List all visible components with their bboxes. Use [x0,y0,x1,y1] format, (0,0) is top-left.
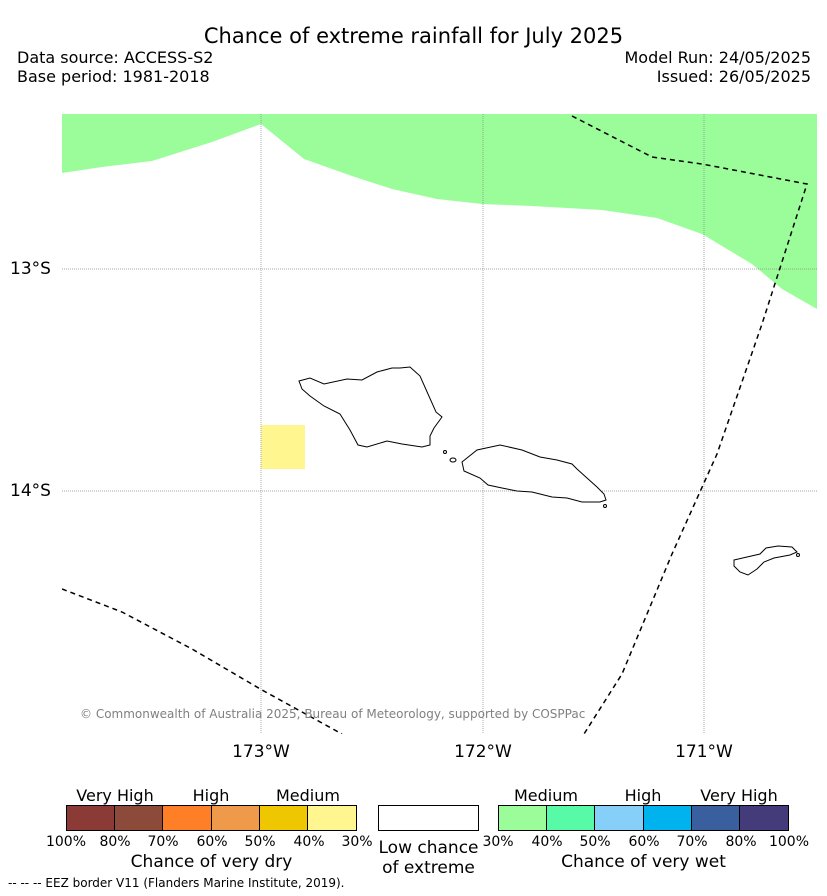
wet-swatch-2 [547,806,596,830]
wet-tick-60: 60% [628,834,660,850]
dry-colorbar [66,805,357,831]
dry-tick-40: 40% [293,834,325,850]
dry-swatch-4 [211,806,260,830]
neutral-title-line2: of extreme [382,858,475,878]
dry-tick-100: 100% [45,834,87,850]
lat-label-13s: 13°S [10,259,51,279]
source-info: Data source: ACCESS-S2 Base period: 1981… [17,48,213,86]
tutuila-island [733,545,798,576]
base-period-text: Base period: 1981-2018 [17,67,210,86]
dry-tick-70: 70% [147,834,179,850]
dry-swatch-2 [115,806,164,830]
wet-cat-high: High [624,786,662,805]
wet-swatch-3 [595,806,644,830]
wet-swatch-1 [499,806,548,830]
lon-label-173w: 173°W [232,742,290,762]
neutral-legend-title: Low chance of extreme [363,838,494,878]
wet-tick-100: 100% [768,834,810,850]
neutral-swatch [378,805,479,831]
wet-legend-title: Chance of very wet [561,852,726,872]
apolima-islet [449,457,457,463]
wet-tick-80: 80% [725,834,757,850]
dry-tick-60: 60% [196,834,228,850]
issued-text: Issued: 26/05/2025 [656,67,811,86]
lat-label-14s: 14°S [10,481,51,501]
wet-cat-medium: Medium [514,786,578,805]
dry-tick-80: 80% [99,834,131,850]
wet-swatch-5 [691,806,740,830]
model-run-text: Model Run: 24/05/2025 [624,48,812,67]
eez-border [62,115,808,734]
dry-swatch-1 [67,806,116,830]
savaii-island [298,366,443,448]
dry-legend-title: Chance of very dry [130,852,293,872]
map-panel [62,114,817,734]
upolu-island [461,444,607,503]
dry-tick-50: 50% [244,834,276,850]
run-info: Model Run: 24/05/2025 Issued: 26/05/2025 [625,48,812,86]
wet-tick-40: 40% [531,834,563,850]
copyright-text: © Commonwealth of Australia 2025, Bureau… [80,707,586,721]
manono-islet [443,450,447,454]
nuutele-islet [603,504,607,508]
graticule [62,114,817,734]
wet-medium-region [62,114,817,309]
dry-swatch-6 [307,806,357,830]
wet-tick-70: 70% [676,834,708,850]
dry-cat-very-high: Very High [76,786,154,805]
wet-cat-very-high: Very High [700,786,778,805]
wet-swatch-4 [643,806,692,830]
dry-cat-high: High [192,786,230,805]
dry-swatch-5 [259,806,308,830]
neutral-title-line1: Low chance [378,838,479,858]
dry-cat-medium: Medium [276,786,340,805]
dry-medium-region [261,425,305,469]
dry-tick-30: 30% [341,834,373,850]
map-title: Chance of extreme rainfall for July 2025 [203,24,624,48]
dry-swatch-3 [163,806,212,830]
wet-tick-50: 50% [579,834,611,850]
data-source-text: Data source: ACCESS-S2 [17,48,214,67]
eez-footnote: -- -- -- EEZ border V11 (Flanders Marine… [8,876,345,890]
aunuu-islet [796,553,800,557]
wet-colorbar [498,805,789,831]
wet-tick-30: 30% [482,834,514,850]
wet-swatch-6 [739,806,789,830]
lon-label-172w: 172°W [454,742,512,762]
lon-label-171w: 171°W [675,742,733,762]
